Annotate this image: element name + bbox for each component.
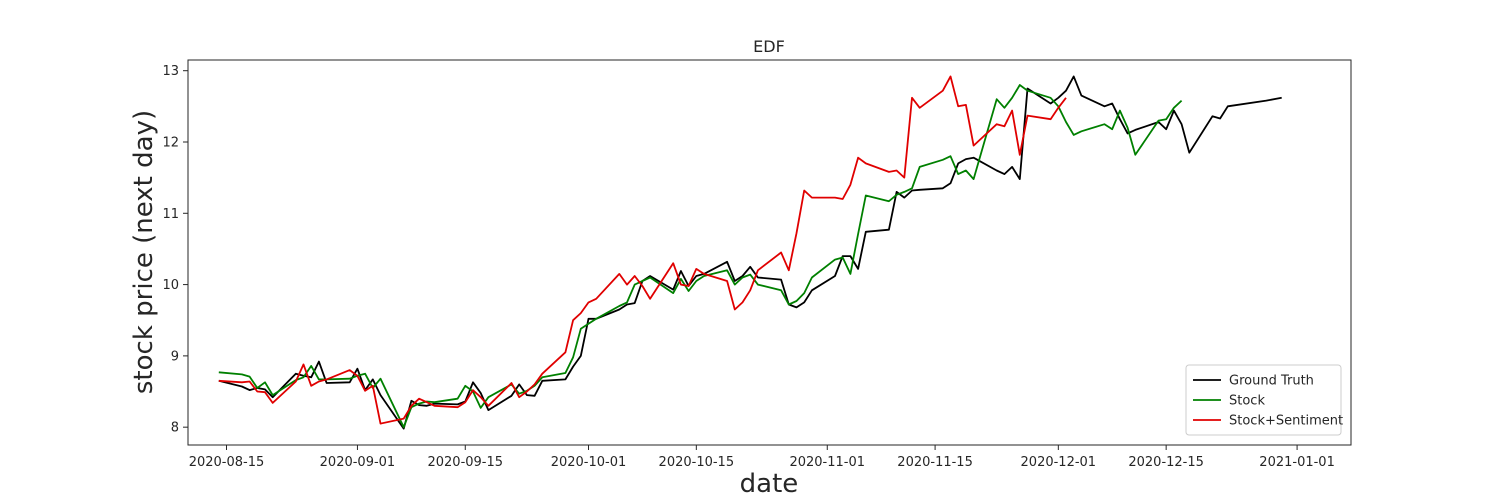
x-tick-label: 2020-09-01 xyxy=(320,455,396,470)
y-tick-label: 11 xyxy=(162,207,179,222)
legend-label: Stock+Sentiment xyxy=(1229,414,1343,429)
x-tick-label: 2020-10-01 xyxy=(551,455,627,470)
x-tick-label: 2020-10-15 xyxy=(659,455,735,470)
x-axis: 2020-08-15 2020-09-01 2020-09-15 2020-10-01… xyxy=(189,445,1335,470)
y-tick-label: 8 xyxy=(171,421,179,436)
x-tick-label: 2020-12-01 xyxy=(1021,455,1097,470)
x-tick-label: 2020-11-01 xyxy=(789,455,865,470)
y-tick-label: 13 xyxy=(162,64,179,79)
y-tick-label: 12 xyxy=(162,135,179,150)
x-axis-label: date xyxy=(740,469,799,499)
series-line-stock xyxy=(218,84,1183,429)
plot-area xyxy=(218,75,1282,430)
series-line-ground-truth xyxy=(218,75,1282,430)
series-line-stock-sentiment xyxy=(218,75,1067,425)
y-axis-label: stock price (next day) xyxy=(129,110,159,394)
y-tick-label: 9 xyxy=(171,349,179,364)
y-axis: 8 9 10 11 12 13 xyxy=(162,64,188,436)
legend: Ground Truth Stock Stock+Sentiment xyxy=(1185,364,1343,436)
x-tick-label: 2021-01-01 xyxy=(1259,455,1335,470)
x-tick-label: 2020-09-15 xyxy=(427,455,503,470)
x-tick-label: 2020-08-15 xyxy=(189,455,265,470)
legend-label: Ground Truth xyxy=(1229,374,1314,389)
chart-title: EDF xyxy=(753,37,785,56)
x-tick-label: 2020-11-15 xyxy=(897,455,973,470)
x-tick-label: 2020-12-15 xyxy=(1128,455,1204,470)
y-tick-label: 10 xyxy=(162,278,179,293)
axes-frame xyxy=(187,59,1352,446)
legend-box xyxy=(1185,364,1342,436)
legend-label: Stock xyxy=(1229,394,1265,409)
